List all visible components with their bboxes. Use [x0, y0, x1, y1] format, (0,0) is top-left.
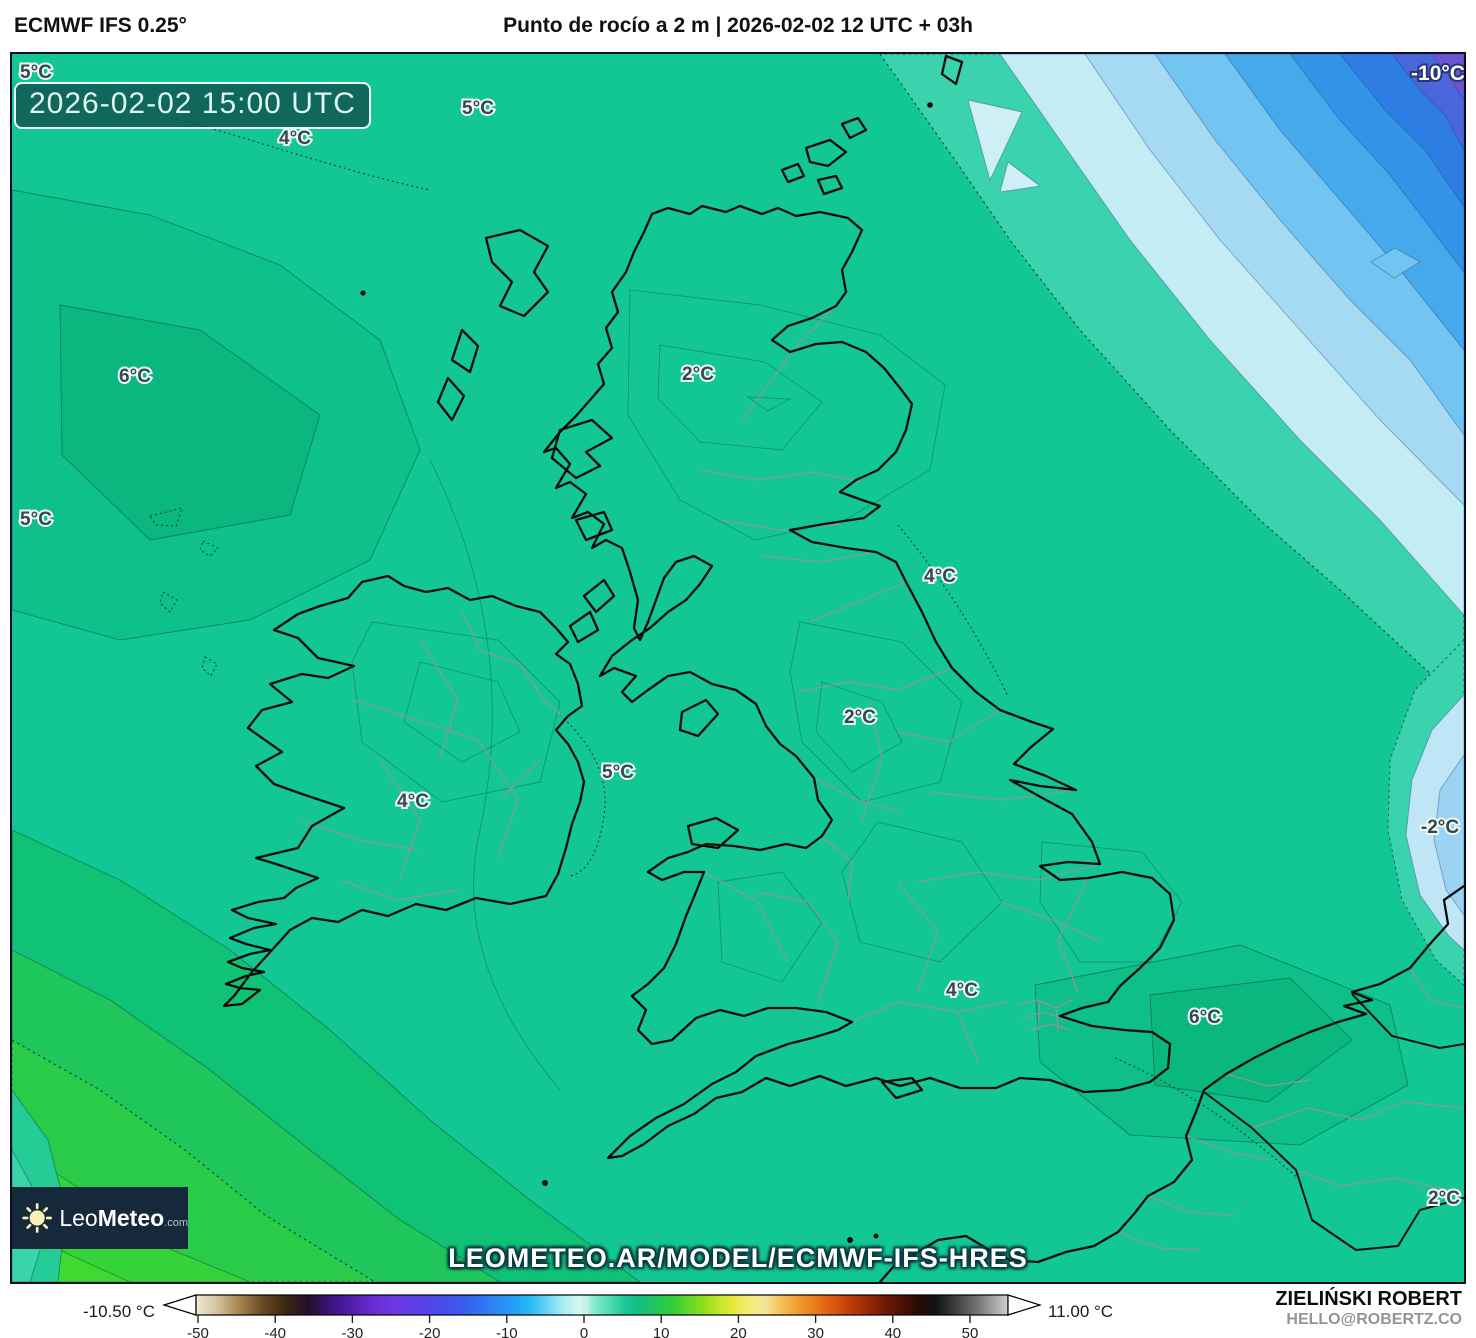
logo-wordmark: LeoMeteo.com: [59, 1204, 188, 1231]
colorbar-tick-label: -10: [496, 1325, 518, 1338]
colorbar-left-arrow: [161, 1294, 197, 1316]
page-title: Punto de rocío a 2 m | 2026-02-02 12 UTC…: [503, 14, 973, 37]
dotted-contours: [13, 85, 1303, 1183]
contour-label: -10°C: [1411, 62, 1464, 85]
colorbar-right-arrow: [1007, 1294, 1043, 1316]
contour-map-svg: 5°C 4°C 5°C -10°C 6°C 2°C 5°C 4°C 2°C 5°C 4°C -2°C 4…: [12, 54, 1464, 1282]
author-name: ZIELIŃSKI ROBERT: [1275, 1288, 1462, 1310]
colorbar-tick-label: -30: [342, 1325, 364, 1338]
contour-labels: 5°C 4°C 5°C -10°C 6°C 2°C 5°C 4°C 2°C 5°C 4°C -2°C 4…: [18, 60, 1464, 1211]
contour-label: 4°C: [397, 791, 429, 812]
islands-coastline: [436, 54, 964, 1100]
great-britain-coastline: [542, 204, 1176, 1160]
colorbar-min-label: -10.50 °C: [82, 1302, 155, 1321]
contour-label: 4°C: [946, 980, 978, 1001]
colorbar-tick-label: 10: [653, 1325, 670, 1338]
colorbar-max-label: 11.00 °C: [1048, 1302, 1114, 1321]
leometeo-logo: LeoMeteo.com: [12, 1187, 188, 1249]
contour-label: 5°C: [602, 762, 634, 783]
colorbar-tick-label: 40: [884, 1325, 901, 1338]
colorbar-tick-label: 20: [730, 1325, 747, 1338]
colorbar-gradient: [195, 1294, 1009, 1316]
colorbar-tick-label: 30: [807, 1325, 824, 1338]
ireland-coastline: [222, 574, 586, 1008]
attribution: ZIELIŃSKI ROBERT HELLO@ROBERTZ.CO: [1275, 1288, 1462, 1329]
admin-boundaries: [299, 305, 1464, 1251]
contour-label: 2°C: [682, 364, 714, 385]
valid-time-badge: 2026-02-02 15:00 UTC: [14, 82, 371, 129]
contour-label: 5°C: [20, 62, 52, 83]
colorbar-ticks: -50 -40 -30 -20 -10 0 10 20 30 40 50: [187, 1315, 978, 1338]
colorbar-tick-label: 0: [580, 1325, 588, 1338]
contour-label: 6°C: [119, 366, 151, 387]
model-name: ECMWF IFS 0.25°: [14, 14, 187, 37]
contour-label: 6°C: [1189, 1007, 1221, 1028]
contour-label: 4°C: [279, 128, 311, 149]
header-bar: ECMWF IFS 0.25° Punto de rocío a 2 m | 2…: [0, 0, 1476, 52]
contour-label: 4°C: [924, 566, 956, 587]
colorbar-tick-label: -20: [419, 1325, 441, 1338]
contour-label: 2°C: [1428, 1188, 1460, 1209]
map-canvas: 5°C 4°C 5°C -10°C 6°C 2°C 5°C 4°C 2°C 5°C 4°C -2°C 4…: [10, 52, 1466, 1284]
author-email: HELLO@ROBERTZ.CO: [1286, 1311, 1462, 1328]
colorbar-tick-label: -40: [264, 1325, 286, 1338]
watermark-url: LEOMETEO.AR/MODEL/ECMWF-IFS-HRES: [448, 1243, 1028, 1273]
contour-label: 2°C: [844, 707, 876, 728]
coastlines: [222, 54, 1464, 1282]
contour-label: 5°C: [462, 98, 494, 119]
colorbar-tick-label: 50: [962, 1325, 979, 1338]
continental-coastline: [878, 884, 1464, 1282]
colorbar-tick-label: -50: [187, 1325, 209, 1338]
colorbar: -50 -40 -30 -20 -10 0 10 20 30 40 50: [161, 1294, 1043, 1338]
country-borders: [1203, 993, 1464, 1251]
sun-icon: [22, 1203, 52, 1233]
contour-label: 5°C: [20, 509, 52, 530]
contour-label: -2°C: [1421, 817, 1459, 838]
